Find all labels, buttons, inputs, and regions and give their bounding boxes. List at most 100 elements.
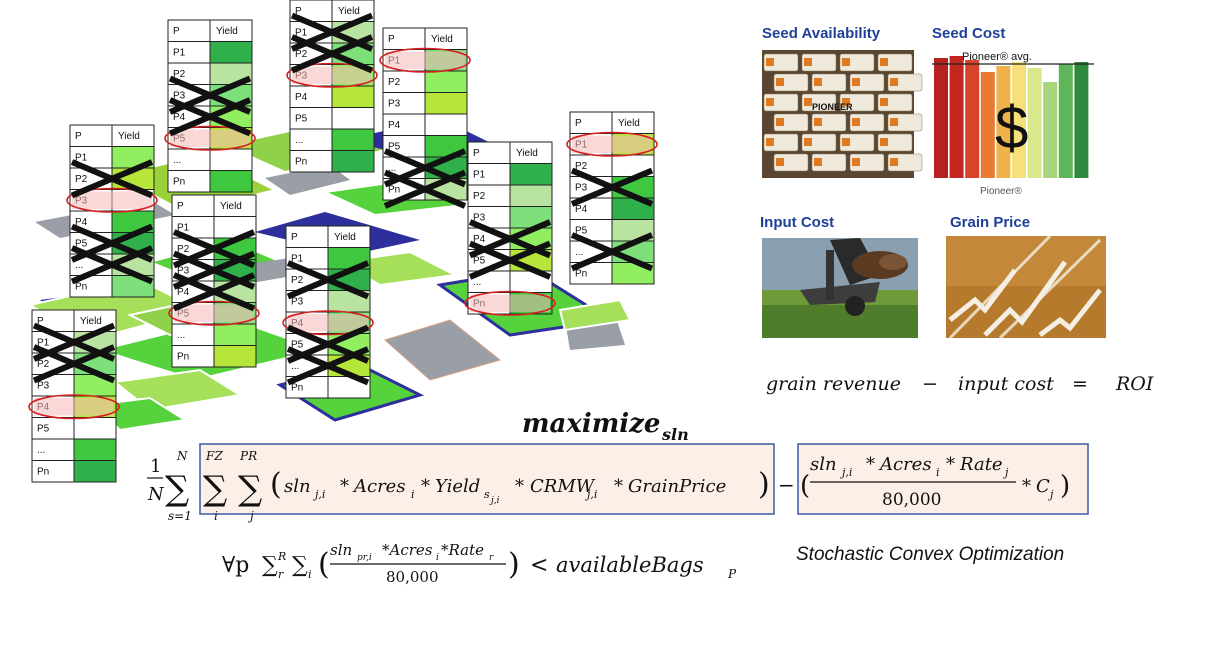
table-cell-product: P2 <box>473 191 486 202</box>
seed-cost-label: Seed Cost <box>932 25 1005 42</box>
table-cell-product: Pn <box>173 177 185 188</box>
seed-cost-chart-image: Pioneer® avg. Pioneer® $ <box>932 50 1094 197</box>
sum-sign-fz: ∑ <box>203 469 227 509</box>
selected-row-circle <box>28 394 120 420</box>
table-cell-product: Pn <box>75 282 87 293</box>
svg-text:<: < <box>530 553 548 578</box>
table-cell-product: Pn <box>177 352 189 363</box>
table-cell-product: ... <box>575 247 583 258</box>
table-header-yield: Yield <box>80 316 102 327</box>
field-map <box>27 118 632 432</box>
pioneer-avg-label: Pioneer® avg. <box>962 51 1032 63</box>
table-cell-product: ... <box>177 330 185 341</box>
table-header-yield: Yield <box>338 6 360 17</box>
svg-text:*: * <box>421 476 430 497</box>
selected-row-circle <box>168 300 260 326</box>
table-cell-product: P2 <box>75 174 88 185</box>
cost-bar <box>1012 62 1026 178</box>
selected-row-circle <box>282 310 374 336</box>
field-green-13 <box>558 298 632 332</box>
cost-bar <box>1074 62 1089 178</box>
constraint-forall: ∀p <box>222 553 249 578</box>
svg-text:∑: ∑ <box>262 553 278 578</box>
table-cell-product: P1 <box>295 28 308 39</box>
sum-n-bottom: s=1 <box>168 509 192 523</box>
table-cell-product: P4 <box>295 92 308 103</box>
table-cell-product: P4 <box>473 234 486 245</box>
svg-text:r: r <box>278 568 284 581</box>
revenue-sln: sln <box>284 476 311 497</box>
table-cell-product: P4 <box>575 204 588 215</box>
sum-pr-bottom: j <box>247 509 254 523</box>
svg-text:j: j <box>1047 488 1054 501</box>
table-header-yield: Yield <box>220 201 242 212</box>
svg-text:): ) <box>508 547 520 582</box>
selected-row-circle <box>286 62 378 88</box>
table-header-yield: Yield <box>334 232 356 243</box>
cost-box <box>797 443 1089 515</box>
table-cell-product: P1 <box>291 254 304 265</box>
field-gray-5 <box>384 319 502 381</box>
svg-text:∑: ∑ <box>292 553 308 578</box>
cost-bar <box>996 66 1011 178</box>
selected-row-circle <box>66 187 158 213</box>
revenue-sln-sub: j,i <box>312 488 325 501</box>
svg-text:i: i <box>936 466 940 479</box>
svg-text:): ) <box>1060 471 1070 501</box>
table-cell-product: P5 <box>37 424 50 435</box>
svg-text:(: ( <box>270 467 282 502</box>
svg-text:*: * <box>866 454 875 475</box>
maximize-subscript: sln <box>661 425 689 444</box>
revenue-grainprice: GrainPrice <box>628 476 726 497</box>
sum-sign-pr: ∑ <box>238 469 262 509</box>
table-cell-product: ... <box>473 277 481 288</box>
cost-bar <box>965 60 980 178</box>
cost-bar <box>1043 82 1058 178</box>
svg-text:*: * <box>515 476 524 497</box>
table-header-p: P <box>75 131 82 142</box>
table-cell-product: Pn <box>37 467 49 478</box>
svg-text:P: P <box>727 567 737 581</box>
table-cell-product: P2 <box>291 275 304 286</box>
table-cell-product: P2 <box>295 49 308 60</box>
cost-bar <box>980 72 995 178</box>
selected-row-circle <box>464 290 556 316</box>
table-cell-product: P3 <box>575 183 588 194</box>
svg-text:*: * <box>1022 476 1031 497</box>
table-header-yield: Yield <box>618 118 640 129</box>
selected-row-circle <box>566 131 658 157</box>
table-header-yield: Yield <box>431 34 453 45</box>
roi-input-cost: input cost <box>958 373 1054 395</box>
svg-text:sln: sln <box>330 541 352 559</box>
svg-text:i: i <box>308 568 312 581</box>
table-cell-product: ... <box>388 163 396 174</box>
input-cost-photo <box>762 238 918 338</box>
table-cell-product: P3 <box>173 91 186 102</box>
table-cell-product: ... <box>291 361 299 372</box>
table-cell-product: P3 <box>291 297 304 308</box>
roi-minus: − <box>922 373 938 395</box>
svg-text:): ) <box>758 467 770 502</box>
table-cell-product: P5 <box>388 142 401 153</box>
svg-text:i: i <box>436 553 439 563</box>
objective-function: maximize sln 1 N ∑ N s=1 ∑ FZ i ∑ PR j (… <box>147 409 1089 523</box>
table-cell-product: Pn <box>291 383 303 394</box>
table-cell-product: Pn <box>575 269 587 280</box>
table-header-p: P <box>173 26 180 37</box>
table-cell-product: ... <box>75 260 83 271</box>
revenue-box <box>199 443 775 515</box>
table-cell-product: P2 <box>173 69 186 80</box>
table-header-p: P <box>177 201 184 212</box>
svg-text:sln: sln <box>810 454 837 475</box>
table-cell-product: P1 <box>37 338 50 349</box>
method-label: Stochastic Convex Optimization <box>796 544 1064 565</box>
table-header-p: P <box>37 316 44 327</box>
seed-brand-label: PIONEER <box>812 102 853 112</box>
svg-text:*: * <box>340 476 349 497</box>
